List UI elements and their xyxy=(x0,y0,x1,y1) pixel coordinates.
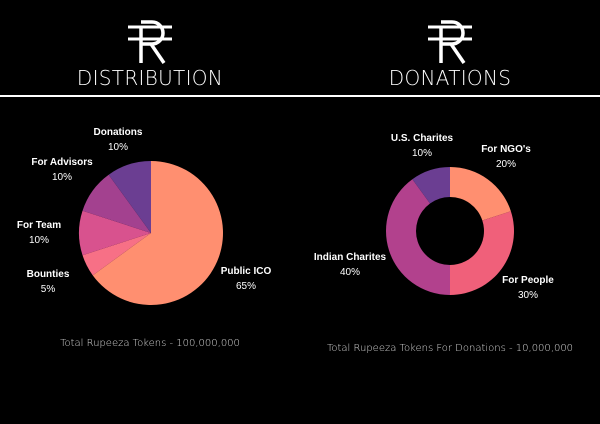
slice-for-ngo-s xyxy=(450,167,511,221)
donations-total-note: Total Rupeeza Tokens For Donations - 10,… xyxy=(326,343,574,354)
header-divider xyxy=(0,95,600,97)
slice-indian-charites xyxy=(386,179,450,295)
slice-label-bounties: Bounties xyxy=(27,269,70,280)
slice-bounties xyxy=(82,233,151,276)
slice-value-for-ngo-s: 20% xyxy=(496,159,516,170)
slice-donations xyxy=(108,161,151,233)
distribution-title: DISTRIBUTION xyxy=(76,66,224,90)
donations-donut-chart: For NGO's 20% For People 30% Indian Charites… xyxy=(300,110,600,340)
distribution-total-note: Total Rupeeza Tokens - 100,000,000 xyxy=(60,338,240,349)
slice-label-for-team: For Team xyxy=(17,220,61,231)
slice-for-advisors xyxy=(82,174,151,233)
slice-label-donations: Donations xyxy=(94,127,143,138)
slice-label-indian-charites: Indian Charites xyxy=(314,252,387,263)
slice-value-for-advisors: 10% xyxy=(52,172,72,183)
slice-value-donations: 10% xyxy=(108,142,128,153)
rupeeza-logo-left xyxy=(120,18,180,64)
slice-label-u-s-charites: U.S. Charites xyxy=(391,133,454,144)
slice-label-for-ngo-s: For NGO's xyxy=(481,144,531,155)
rupeeza-logo-right xyxy=(420,18,480,64)
rupee-r-icon xyxy=(428,20,472,64)
slice-for-people xyxy=(450,211,514,295)
slice-value-indian-charites: 40% xyxy=(340,267,360,278)
slice-value-bounties: 5% xyxy=(41,284,56,295)
slice-value-for-people: 30% xyxy=(518,290,538,301)
slice-value-public-ico: 65% xyxy=(236,281,256,292)
donations-title: DONATIONS xyxy=(388,66,512,90)
slice-public-ico xyxy=(92,161,223,305)
slice-for-team xyxy=(79,210,151,256)
slice-value-for-team: 10% xyxy=(29,235,49,246)
slice-label-for-advisors: For Advisors xyxy=(31,157,93,168)
slice-label-public-ico: Public ICO xyxy=(221,266,272,277)
distribution-pie-chart: Public ICO 65% Bounties 5% For Team 10% For Ad… xyxy=(0,110,300,340)
slice-u-s-charites xyxy=(412,167,450,204)
rupee-r-icon xyxy=(128,20,172,64)
slice-value-u-s-charites: 10% xyxy=(412,148,432,159)
slice-label-for-people: For People xyxy=(502,275,554,286)
